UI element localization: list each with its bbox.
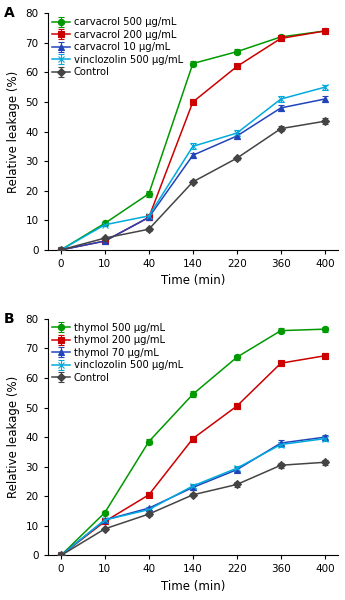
Text: B: B [4, 311, 15, 326]
Y-axis label: Relative leakage (%): Relative leakage (%) [7, 376, 20, 498]
Legend: carvacrol 500 μg/mL, carvacrol 200 μg/mL, carvacrol 10 μg/mL, vinclozolin 500 μg: carvacrol 500 μg/mL, carvacrol 200 μg/mL… [50, 15, 185, 79]
Text: A: A [4, 6, 15, 20]
X-axis label: Time (min): Time (min) [161, 274, 225, 287]
X-axis label: Time (min): Time (min) [161, 580, 225, 593]
Y-axis label: Relative leakage (%): Relative leakage (%) [7, 70, 20, 193]
Legend: thymol 500 μg/mL, thymol 200 μg/mL, thymol 70 μg/mL, vinclozolin 500 μg/mL, Cont: thymol 500 μg/mL, thymol 200 μg/mL, thym… [50, 321, 185, 385]
